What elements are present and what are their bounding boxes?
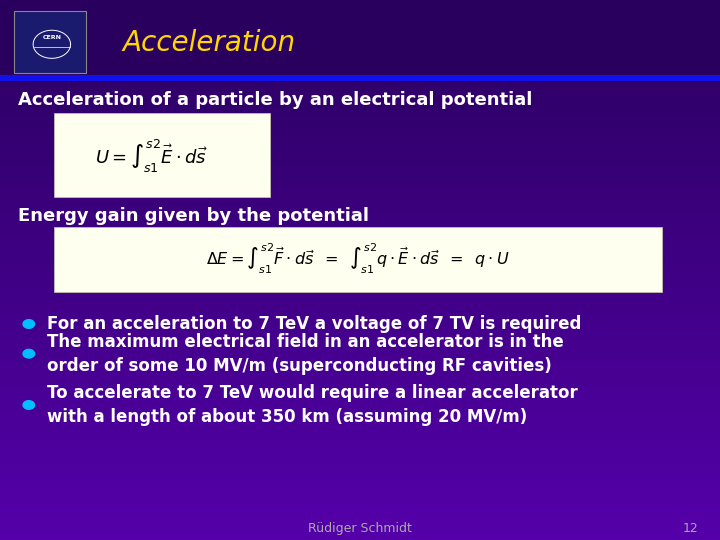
Text: For an acceleration to 7 TeV a voltage of 7 TV is required: For an acceleration to 7 TeV a voltage o… [47,315,581,333]
Text: $U = \int_{s1}^{s2} \vec{E} \cdot d\vec{s}$: $U = \int_{s1}^{s2} \vec{E} \cdot d\vec{… [94,138,208,176]
Bar [54,113,270,197]
Circle shape [23,349,35,358]
Bar [14,11,86,73]
Text: The maximum electrical field in an accelerator is in the
order of some 10 MV/m (: The maximum electrical field in an accel… [47,333,564,375]
Text: To accelerate to 7 TeV would require a linear accelerator
with a length of about: To accelerate to 7 TeV would require a l… [47,384,577,426]
Text: Acceleration: Acceleration [122,29,295,57]
Text: Energy gain given by the potential: Energy gain given by the potential [18,207,369,225]
Text: Rüdiger Schmidt: Rüdiger Schmidt [308,522,412,535]
Bar [0,0,720,78]
Circle shape [23,320,35,328]
Text: CERN: CERN [42,35,61,40]
Text: $\Delta E = \int_{s1}^{s2} \vec{F} \cdot d\vec{s}\;\; = \;\;\int_{s1}^{s2} q \cd: $\Delta E = \int_{s1}^{s2} \vec{F} \cdot… [207,242,510,276]
Text: Acceleration of a particle by an electrical potential: Acceleration of a particle by an electri… [18,91,532,109]
Text: 12: 12 [683,522,698,535]
Bar [54,227,662,292]
Bar [0,75,720,81]
Circle shape [23,401,35,409]
